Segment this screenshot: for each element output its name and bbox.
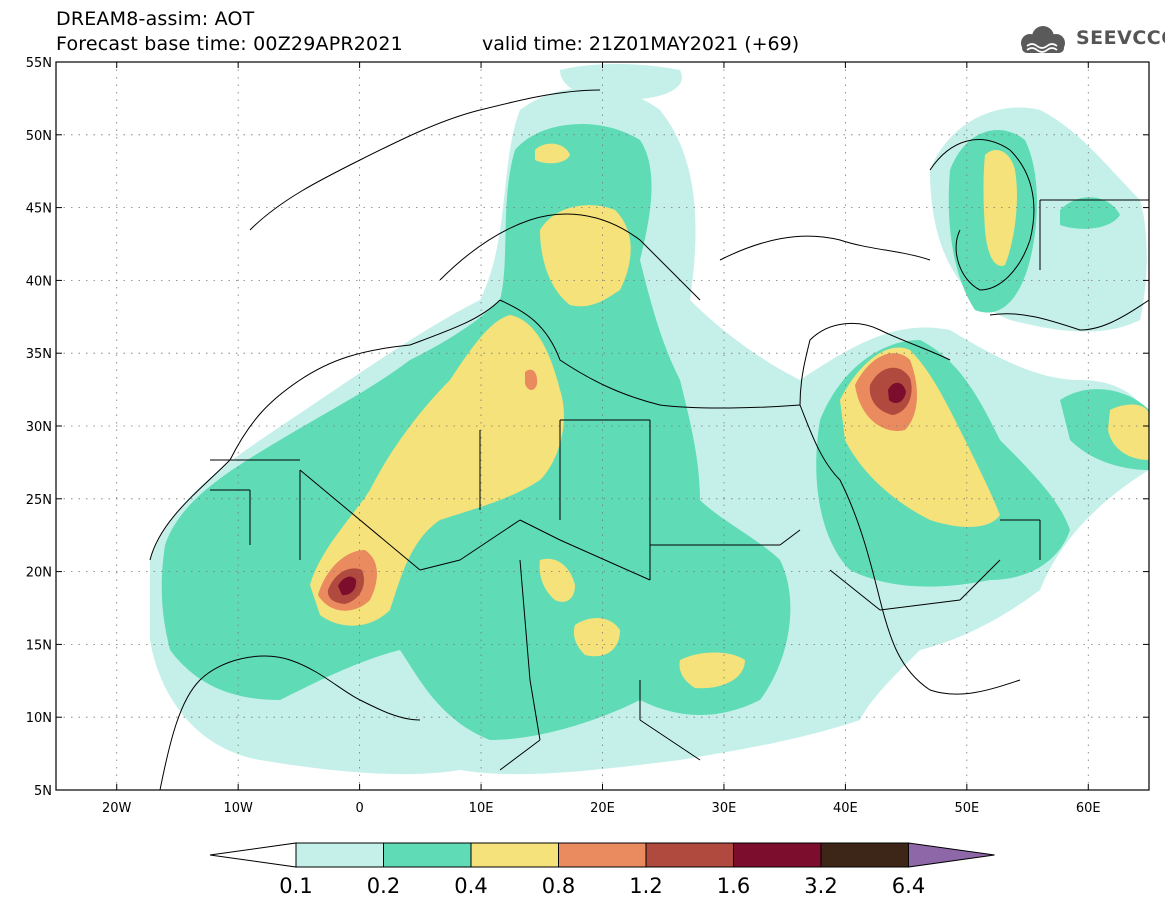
colorbar-label: 0.8 [542, 874, 575, 898]
colorbar-label: 3.2 [804, 874, 837, 898]
colorbar-high-arrow [908, 842, 995, 868]
lon-label: 30E [712, 801, 737, 816]
lat-label: 15N [26, 638, 52, 653]
colorbar-swatch [470, 842, 559, 868]
colorbar-label: 1.2 [629, 874, 662, 898]
graticule [56, 62, 1149, 790]
lat-label: 40N [26, 274, 52, 289]
valid-time: valid time: 21Z01MAY2021 (+69) [482, 33, 800, 55]
lat-label: 10N [26, 711, 52, 726]
colorbar-low-arrow [209, 842, 297, 868]
lon-label: 50E [954, 801, 979, 816]
colorbar-label: 0.4 [454, 874, 487, 898]
lon-label: 40E [833, 801, 858, 816]
lon-label: 20E [590, 801, 615, 816]
colorbar-label: 0.2 [367, 874, 400, 898]
lat-label: 35N [26, 347, 52, 362]
colorbar-swatch [733, 842, 822, 868]
lat-label: 20N [26, 566, 52, 581]
lon-label: 60E [1076, 801, 1101, 816]
latitude-axis: 55N 50N 45N 40N 35N 30N 25N 20N 15N 10N 5N [26, 56, 1149, 799]
colorbar-label: 6.4 [892, 874, 925, 898]
map-title: DREAM8-assim: AOT [56, 8, 255, 30]
coastlines [149, 89, 1149, 790]
aot-level-1-6 [338, 382, 906, 596]
lon-label: 20W [102, 801, 132, 816]
colorbar-label: 0.1 [279, 874, 312, 898]
lon-label: 10W [223, 801, 253, 816]
colorbar-swatch [295, 842, 384, 868]
lat-label: 45N [26, 202, 52, 217]
lat-label: 25N [26, 493, 52, 508]
cloud-icon [1021, 26, 1065, 53]
lat-label: 55N [26, 56, 52, 71]
colorbar-swatch [558, 842, 647, 868]
colorbar: 0.1 0.2 0.4 0.8 1.2 1.6 3.2 6.4 [209, 842, 995, 898]
lon-label: 10E [469, 801, 494, 816]
lat-label: 5N [34, 784, 52, 799]
lat-label: 50N [26, 129, 52, 144]
lon-label: 0 [355, 801, 363, 816]
longitude-axis: 20W 10W 0 10E 20E 30E 40E 50E 60E [102, 62, 1101, 816]
logo-text: SEEVCCC [1076, 27, 1165, 49]
colorbar-swatch [820, 842, 909, 868]
colorbar-label: 1.6 [717, 874, 750, 898]
aot-field [56, 62, 1149, 790]
colorbar-swatch [383, 842, 472, 868]
forecast-base-time: Forecast base time: 00Z29APR2021 [56, 33, 403, 55]
colorbar-swatch [645, 842, 734, 868]
lat-label: 30N [26, 420, 52, 435]
